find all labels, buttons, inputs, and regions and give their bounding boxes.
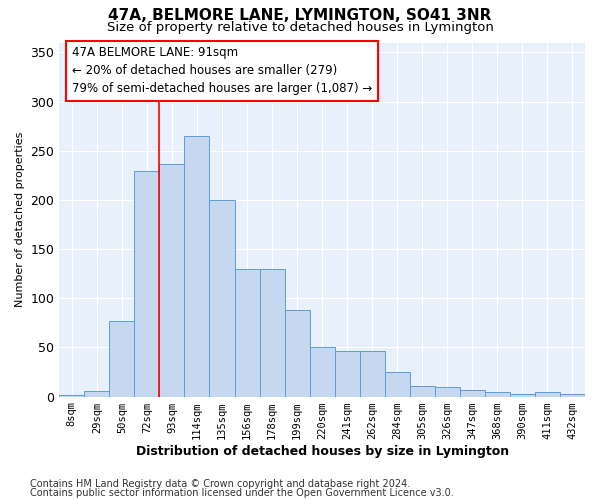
Y-axis label: Number of detached properties: Number of detached properties xyxy=(15,132,25,307)
Bar xyxy=(510,394,535,396)
Text: 47A, BELMORE LANE, LYMINGTON, SO41 3NR: 47A, BELMORE LANE, LYMINGTON, SO41 3NR xyxy=(109,8,491,22)
Bar xyxy=(284,310,310,396)
Bar xyxy=(184,136,209,396)
Bar xyxy=(85,390,109,396)
Bar xyxy=(209,200,235,396)
Bar xyxy=(335,352,359,397)
Text: Contains HM Land Registry data © Crown copyright and database right 2024.: Contains HM Land Registry data © Crown c… xyxy=(30,479,410,489)
Bar xyxy=(59,394,85,396)
Bar xyxy=(109,321,134,396)
Bar xyxy=(260,268,284,396)
Bar xyxy=(359,352,385,397)
Bar xyxy=(385,372,410,396)
Bar xyxy=(485,392,510,396)
Bar xyxy=(134,172,160,396)
Text: Size of property relative to detached houses in Lymington: Size of property relative to detached ho… xyxy=(107,21,493,34)
Bar xyxy=(535,392,560,396)
Bar xyxy=(235,268,260,396)
Bar xyxy=(560,394,585,396)
Bar xyxy=(435,386,460,396)
Text: Contains public sector information licensed under the Open Government Licence v3: Contains public sector information licen… xyxy=(30,488,454,498)
Bar xyxy=(310,348,335,397)
Bar xyxy=(460,390,485,396)
Bar xyxy=(160,164,184,396)
Bar xyxy=(410,386,435,396)
Text: 47A BELMORE LANE: 91sqm
← 20% of detached houses are smaller (279)
79% of semi-d: 47A BELMORE LANE: 91sqm ← 20% of detache… xyxy=(72,46,372,96)
X-axis label: Distribution of detached houses by size in Lymington: Distribution of detached houses by size … xyxy=(136,444,509,458)
